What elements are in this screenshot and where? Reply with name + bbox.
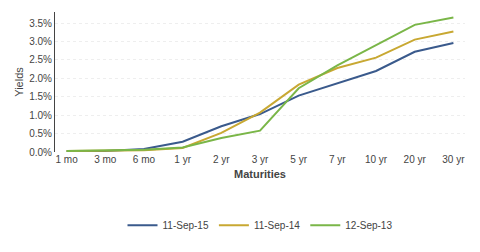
svg-text:0.0%: 0.0% xyxy=(29,147,52,158)
svg-text:3.0%: 3.0% xyxy=(29,36,52,47)
svg-text:1.0%: 1.0% xyxy=(29,110,52,121)
svg-text:Yields: Yields xyxy=(13,67,25,97)
svg-text:5 yr: 5 yr xyxy=(290,154,307,165)
svg-text:11-Sep-15: 11-Sep-15 xyxy=(163,220,209,231)
svg-text:10 yr: 10 yr xyxy=(365,154,388,165)
svg-text:12-Sep-13: 12-Sep-13 xyxy=(345,220,392,231)
svg-text:2.0%: 2.0% xyxy=(29,73,52,84)
svg-text:2 yr: 2 yr xyxy=(213,154,230,165)
svg-text:1 yr: 1 yr xyxy=(174,154,191,165)
svg-text:6 mo: 6 mo xyxy=(133,154,156,165)
svg-text:3.5%: 3.5% xyxy=(29,18,52,29)
svg-text:11-Sep-14: 11-Sep-14 xyxy=(254,220,300,231)
svg-text:Maturities: Maturities xyxy=(234,168,286,180)
svg-text:7 yr: 7 yr xyxy=(329,154,346,165)
svg-text:0.5%: 0.5% xyxy=(29,128,52,139)
svg-text:3 mo: 3 mo xyxy=(94,154,117,165)
svg-text:30 yr: 30 yr xyxy=(442,154,465,165)
svg-text:1.5%: 1.5% xyxy=(29,91,52,102)
svg-text:3 yr: 3 yr xyxy=(252,154,269,165)
svg-text:2.5%: 2.5% xyxy=(29,54,52,65)
svg-text:20 yr: 20 yr xyxy=(404,154,427,165)
svg-text:1 mo: 1 mo xyxy=(55,154,78,165)
